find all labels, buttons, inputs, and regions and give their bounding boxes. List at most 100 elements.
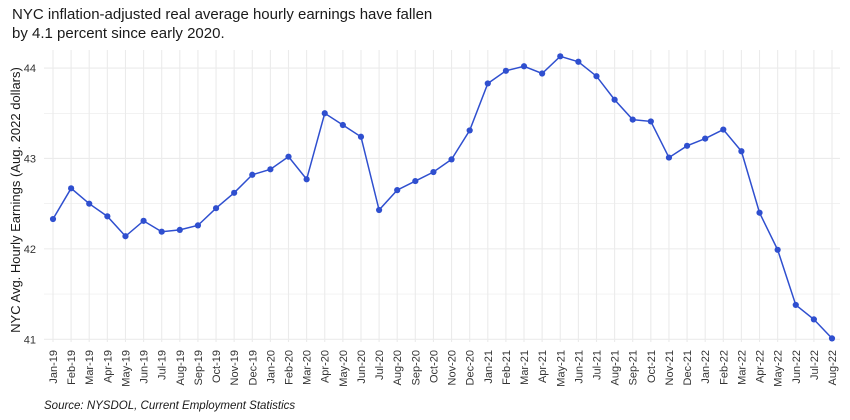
data-point	[792, 301, 799, 309]
data-point	[104, 213, 111, 220]
data-point	[231, 189, 238, 196]
x-tick-label: Jul-20	[374, 350, 386, 380]
data-point	[720, 126, 727, 133]
x-tick-label: Mar-22	[736, 350, 748, 385]
data-point	[520, 63, 528, 70]
x-tick-label: Nov-21	[664, 350, 676, 385]
data-point	[683, 142, 691, 149]
data-point	[466, 127, 473, 134]
data-point	[267, 166, 274, 173]
y-tick-label: 44	[24, 63, 36, 75]
data-point	[176, 226, 183, 234]
x-tick-label: Jun-19	[139, 350, 151, 384]
data-point	[375, 206, 383, 214]
x-tick-label: Apr-19	[102, 350, 114, 383]
data-point	[249, 171, 256, 178]
x-tick-label: Jul-21	[591, 350, 603, 380]
x-tick-label: Mar-21	[519, 350, 531, 385]
data-point	[810, 316, 817, 323]
x-tick-label: Aug-21	[610, 350, 622, 385]
x-tick-label: Mar-20	[302, 350, 314, 385]
data-point	[158, 228, 165, 235]
x-tick-label: Dec-19	[247, 350, 259, 385]
data-point	[194, 222, 202, 229]
x-tick-label: Apr-20	[320, 350, 332, 383]
x-tick-label: May-22	[773, 350, 785, 387]
data-point	[828, 335, 836, 342]
y-tick-label: 43	[24, 153, 36, 165]
x-tick-label: Aug-22	[827, 350, 839, 385]
data-point	[702, 135, 709, 142]
grid-lines	[44, 50, 840, 342]
x-tick-label: Apr-22	[755, 350, 767, 383]
data-point	[756, 209, 763, 216]
chart-title: NYC inflation-adjusted real average hour…	[12, 5, 712, 43]
data-point	[321, 110, 328, 117]
data-point	[557, 53, 564, 60]
x-tick-label: Aug-20	[392, 350, 404, 385]
x-tick-label: Dec-21	[682, 350, 694, 385]
chart-title-line-2: by 4.1 percent since early 2020.	[12, 25, 225, 42]
x-tick-label: Mar-19	[84, 350, 96, 385]
data-point	[448, 156, 455, 163]
source-caption: Source: NYSDOL, Current Employment Stati…	[44, 400, 296, 412]
data-point	[484, 80, 491, 87]
x-tick-label: Sep-21	[628, 350, 640, 385]
data-point	[611, 96, 618, 103]
x-tick-label: Dec-20	[465, 350, 477, 385]
x-tick-label: Oct-20	[428, 350, 440, 383]
x-tick-label: Jun-20	[356, 350, 368, 384]
x-tick-label: Jan-20	[265, 350, 277, 384]
data-point	[430, 168, 437, 176]
data-point	[539, 70, 546, 77]
data-point	[412, 177, 419, 185]
data-point	[647, 118, 654, 125]
x-tick-label: Apr-21	[537, 350, 549, 383]
data-point	[738, 148, 745, 155]
x-tick-label: Oct-21	[646, 350, 658, 383]
y-tick-label: 42	[24, 244, 36, 256]
x-tick-label: Sep-20	[410, 350, 422, 385]
data-point	[665, 154, 673, 161]
data-point	[86, 200, 93, 207]
x-tick-label: Feb-22	[718, 350, 730, 385]
x-tick-label: Jul-22	[809, 350, 821, 380]
data-point	[212, 205, 220, 212]
data-point	[593, 73, 600, 80]
x-tick-label: Jan-22	[700, 350, 712, 384]
x-tick-label: Jun-22	[791, 350, 803, 384]
y-axis-ticks: 41 42 43 44	[24, 63, 36, 346]
x-tick-label: May-20	[338, 350, 350, 387]
data-point	[774, 246, 781, 253]
data-points	[49, 53, 836, 342]
data-point	[303, 176, 310, 183]
data-point	[122, 233, 129, 240]
x-tick-label: May-21	[555, 350, 567, 387]
x-tick-label: Nov-19	[229, 350, 241, 385]
data-point	[68, 185, 75, 192]
y-axis-label: NYC Avg. Hourly Earnings (Aug. 2022 doll…	[8, 67, 23, 333]
data-point	[357, 133, 365, 140]
y-tick-label: 41	[24, 334, 36, 346]
data-point	[629, 116, 636, 123]
x-tick-label: May-19	[120, 350, 132, 387]
x-axis-ticks: Jan-19 Feb-19 Mar-19 Apr-19 May-19 Jun-19 Jul-…	[48, 350, 839, 387]
data-point	[49, 215, 57, 223]
x-tick-label: Feb-21	[501, 350, 513, 385]
x-tick-label: Aug-19	[175, 350, 187, 385]
chart-title-line-1: NYC inflation-adjusted real average hour…	[12, 6, 433, 23]
data-point	[502, 67, 510, 74]
x-tick-label: Jun-21	[573, 350, 585, 384]
data-point	[285, 153, 292, 160]
data-point	[339, 121, 346, 129]
x-tick-label: Jul-19	[157, 350, 169, 380]
data-point	[394, 187, 401, 194]
x-tick-label: Nov-20	[447, 350, 459, 385]
x-tick-label: Oct-19	[211, 350, 223, 383]
data-point	[140, 217, 147, 224]
x-tick-label: Jan-21	[483, 350, 495, 384]
data-point	[575, 58, 582, 65]
x-tick-label: Feb-20	[284, 350, 296, 385]
x-tick-label: Feb-19	[66, 350, 78, 385]
